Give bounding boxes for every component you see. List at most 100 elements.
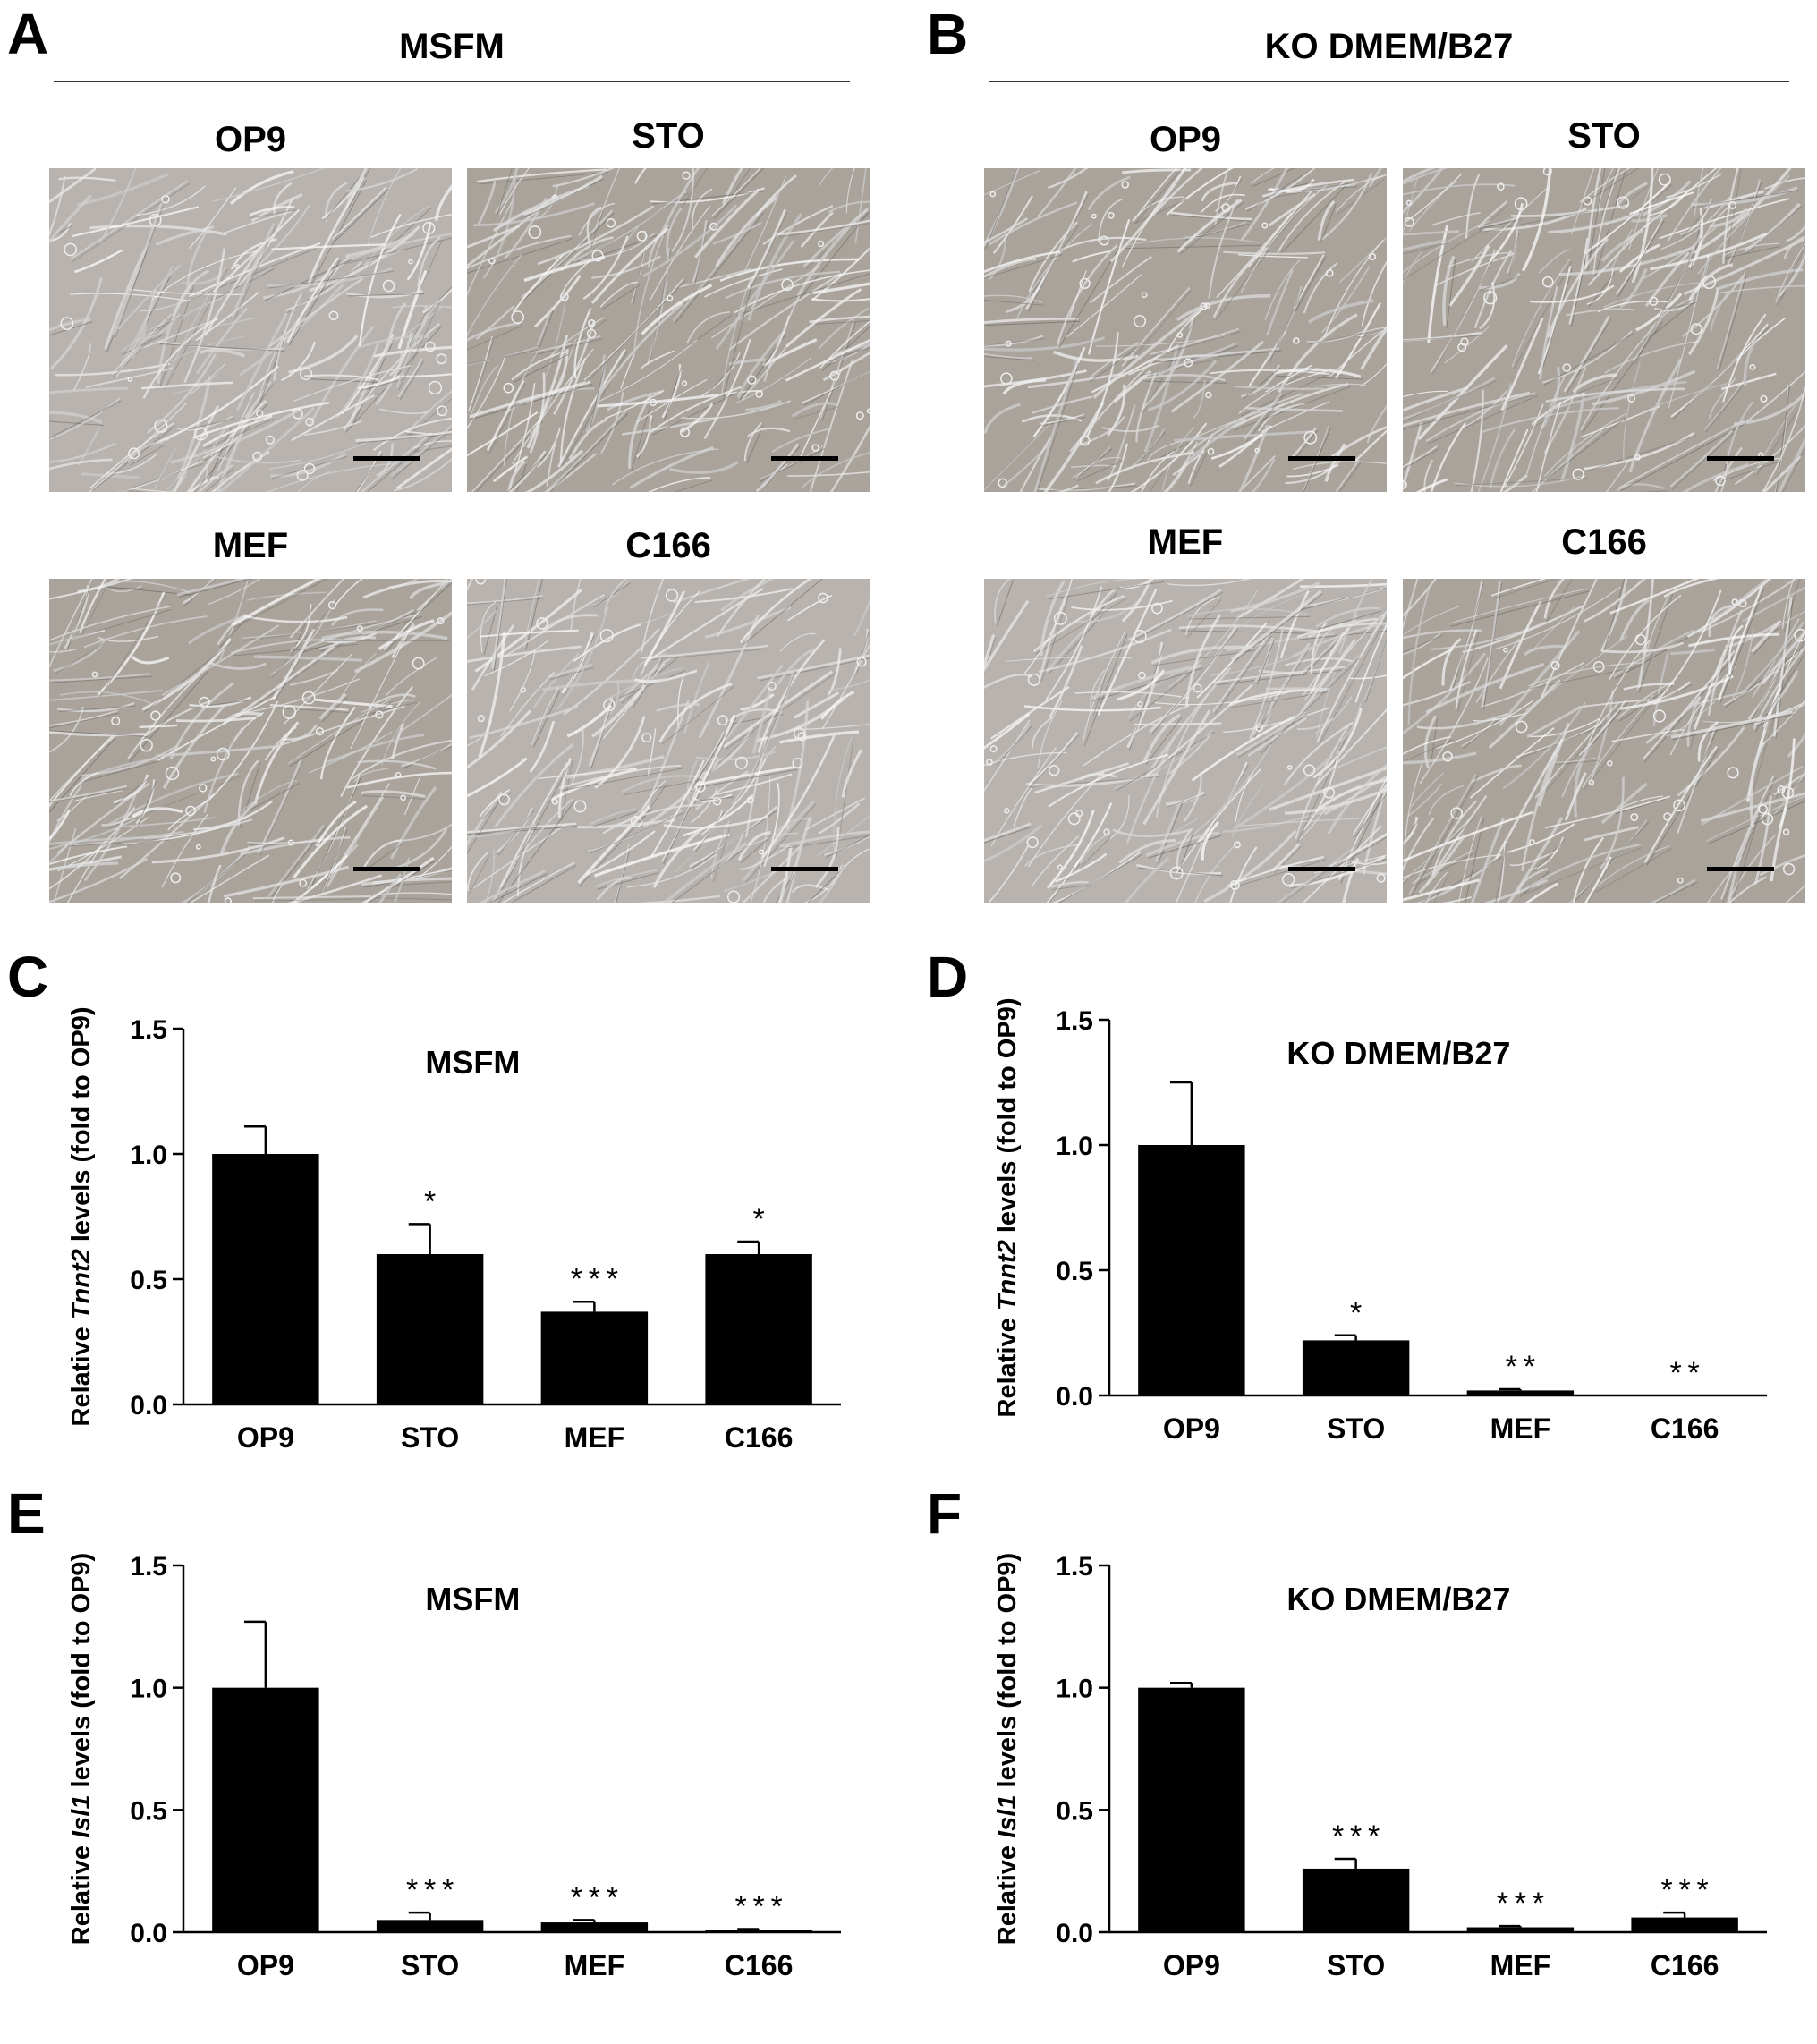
bar-op9	[1138, 1688, 1244, 1932]
y-tick-label: 0.5	[1056, 1257, 1093, 1286]
chart-title: KO DMEM/B27	[1286, 1581, 1510, 1617]
bar-op9	[212, 1688, 318, 1932]
y-tick-label: 0.0	[130, 1919, 167, 1948]
bar-c166	[705, 1254, 811, 1404]
micrograph-a-c166	[467, 579, 870, 903]
y-tick-label: 1.0	[1056, 1675, 1093, 1704]
scale-bar	[353, 456, 420, 461]
y-tick-label: 1.0	[130, 1141, 167, 1170]
bar-mef	[1467, 1390, 1574, 1395]
bar-c166	[1631, 1918, 1737, 1932]
micrograph-b-mef	[984, 579, 1387, 903]
significance-label: * *	[1506, 1350, 1535, 1384]
x-tick-label: C166	[1651, 1412, 1719, 1445]
scale-bar	[1707, 456, 1774, 461]
y-tick-label: 0.0	[1056, 1382, 1093, 1412]
panel-letter-d: D	[927, 948, 968, 1005]
panel-a-title: MSFM	[54, 27, 850, 67]
x-tick-label: OP9	[1163, 1949, 1220, 1981]
bar-mef	[541, 1922, 648, 1932]
x-tick-label: MEF	[565, 1421, 625, 1454]
micrograph-b-op9	[984, 168, 1387, 492]
scale-bar	[353, 867, 420, 871]
x-tick-label: MEF	[1490, 1412, 1551, 1445]
chart-f: 0.0 0.5 1.0 1.5 Relative Isl1 levels (fold t…	[980, 1512, 1785, 2040]
significance-label: * * *	[1660, 1873, 1708, 1907]
micrograph-a-mef	[49, 579, 452, 903]
scale-bar	[1707, 867, 1774, 871]
micro-label-b-op9: OP9	[984, 120, 1387, 160]
micrograph-b-c166	[1403, 579, 1805, 903]
x-tick-label: OP9	[1163, 1412, 1220, 1445]
chart-title: KO DMEM/B27	[1286, 1035, 1510, 1072]
y-tick-label: 1.5	[1056, 1552, 1093, 1582]
bar-op9	[1138, 1145, 1244, 1395]
micro-label-a-mef: MEF	[49, 526, 452, 566]
micrograph-background	[984, 168, 1387, 492]
chart-c: 0.0 0.5 1.0 1.5 Relative Tnnt2 levels (fold …	[54, 975, 859, 1512]
y-tick-label: 1.5	[130, 1552, 167, 1582]
y-tick-label: 0.5	[130, 1796, 167, 1826]
y-tick-label: 1.5	[130, 1015, 167, 1045]
micro-label-a-sto: STO	[467, 116, 870, 157]
panel-b-title: KO DMEM/B27	[989, 27, 1789, 67]
bar-sto	[1303, 1340, 1409, 1395]
y-axis-label: Relative Tnnt2 levels (fold to OP9)	[993, 998, 1022, 1418]
bar-mef	[1467, 1928, 1574, 1932]
micro-label-a-op9: OP9	[49, 120, 452, 160]
significance-label: * * *	[734, 1889, 782, 1923]
x-tick-label: STO	[1327, 1412, 1385, 1445]
significance-label: * *	[1669, 1356, 1699, 1390]
significance-label: *	[1350, 1296, 1362, 1330]
x-tick-label: C166	[1651, 1949, 1719, 1981]
significance-label: *	[424, 1184, 436, 1218]
micrograph-a-op9	[49, 168, 452, 492]
x-tick-label: STO	[401, 1421, 459, 1454]
panel-letter-b: B	[927, 5, 968, 63]
y-tick-label: 0.0	[130, 1391, 167, 1421]
micro-label-b-c166: C166	[1403, 522, 1805, 563]
panel-a-rule	[54, 81, 850, 82]
x-tick-label: MEF	[565, 1949, 625, 1981]
micro-label-b-sto: STO	[1403, 116, 1805, 157]
scale-bar	[771, 456, 838, 461]
cell-fiber	[1266, 689, 1329, 690]
significance-label: * * *	[406, 1873, 454, 1907]
y-axis-label: Relative Isl1 levels (fold to OP9)	[993, 1553, 1022, 1945]
significance-label: * * *	[571, 1880, 618, 1914]
panel-letter-e: E	[7, 1485, 46, 1542]
y-tick-label: 1.0	[130, 1675, 167, 1704]
x-tick-label: OP9	[237, 1949, 294, 1981]
panel-letter-a: A	[7, 5, 48, 63]
chart-title: MSFM	[425, 1581, 520, 1617]
y-axis-label: Relative Tnnt2 levels (fold to OP9)	[67, 1007, 96, 1427]
x-tick-label: MEF	[1490, 1949, 1551, 1981]
scale-bar	[771, 867, 838, 871]
y-tick-label: 0.0	[1056, 1919, 1093, 1948]
chart-d: 0.0 0.5 1.0 1.5 Relative Tnnt2 levels (fold …	[980, 966, 1785, 1503]
panel-letter-c: C	[7, 948, 48, 1005]
micrograph-b-sto	[1403, 168, 1805, 492]
micrograph-a-sto	[467, 168, 870, 492]
micro-label-a-c166: C166	[467, 526, 870, 566]
y-axis-label: Relative Isl1 levels (fold to OP9)	[67, 1553, 96, 1945]
significance-label: * * *	[1332, 1819, 1380, 1853]
panel-b-rule	[989, 81, 1789, 82]
micro-label-b-mef: MEF	[984, 522, 1387, 563]
y-tick-label: 0.5	[1056, 1796, 1093, 1826]
chart-title: MSFM	[425, 1044, 520, 1081]
y-tick-label: 0.5	[130, 1266, 167, 1295]
y-tick-label: 1.0	[1056, 1132, 1093, 1161]
y-tick-label: 1.5	[1056, 1006, 1093, 1036]
x-tick-label: C166	[725, 1421, 794, 1454]
bar-sto	[1303, 1869, 1409, 1932]
significance-label: * * *	[571, 1262, 618, 1296]
bar-op9	[212, 1154, 318, 1404]
significance-label: * * *	[1497, 1887, 1544, 1921]
panel-letter-f: F	[927, 1485, 962, 1542]
bar-mef	[541, 1311, 648, 1404]
bar-sto	[377, 1254, 483, 1404]
chart-e: 0.0 0.5 1.0 1.5 Relative Isl1 levels (fold t…	[54, 1512, 859, 2040]
x-tick-label: OP9	[237, 1421, 294, 1454]
x-tick-label: STO	[1327, 1949, 1385, 1981]
